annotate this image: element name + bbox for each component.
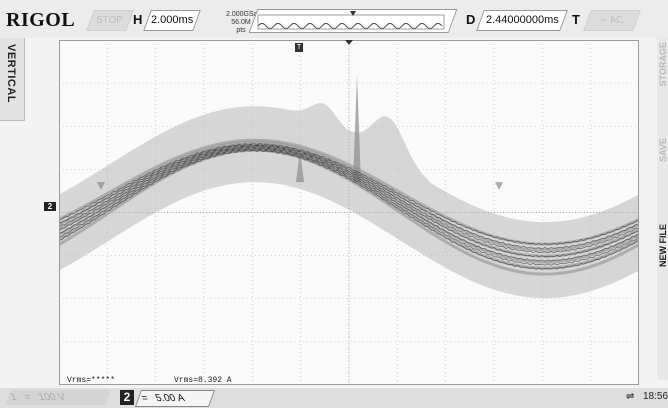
menu-item-storage[interactable]: STORAGE [658,42,668,87]
acquisition-info: 2.000GSa/s 56.0M pts [226,11,263,35]
channel-1-status[interactable]: 1 = 100 V [5,390,111,405]
overview-trigger-icon [350,11,356,16]
timebase-value[interactable]: 2.000ms [143,10,201,31]
run-stop-status[interactable]: STOP [86,10,134,31]
overview-waveform [257,11,445,30]
trigger-label: T [572,12,580,27]
system-clock: 18:56 [643,391,668,402]
timebase-label: H [133,12,143,27]
ch2-rms-measurement: Vrms=8.392 A [174,376,232,385]
memory-depth: 56.0M pts [231,19,251,34]
menu-item-new-file[interactable]: NEW FILE [658,224,668,267]
waveform-canvas [59,40,639,385]
trigger-info[interactable]: ⌐ AC [583,10,641,31]
channel-2-number[interactable]: 2 [120,390,134,405]
channel-2-status[interactable]: = 5.00 A [134,390,216,407]
channel-2-offset-marker[interactable]: 2 [44,202,56,211]
sample-rate: 2.000GSa/s [226,11,263,18]
top-status-bar: RIGOL STOP H 2.000ms 2.000GSa/s 56.0M pt… [0,0,668,38]
delay-label: D [466,12,476,27]
trigger-position-marker[interactable]: T [295,43,303,52]
side-menu: STORAGE SAVE NEW FILE [657,38,668,380]
menu-item-save[interactable]: SAVE [658,138,668,162]
brand-logo: RIGOL [6,9,76,31]
usb-icon: ⇌ [626,391,635,402]
waveform-display[interactable] [59,40,639,385]
waveform-overview[interactable] [248,9,458,33]
ch1-rms-measurement: Vrms=***** [67,376,116,385]
vertical-menu-tab[interactable]: VERTICAL [0,38,25,121]
delay-value[interactable]: 2.44000000ms [476,10,568,31]
vertical-tab-label: VERTICAL [5,44,17,103]
